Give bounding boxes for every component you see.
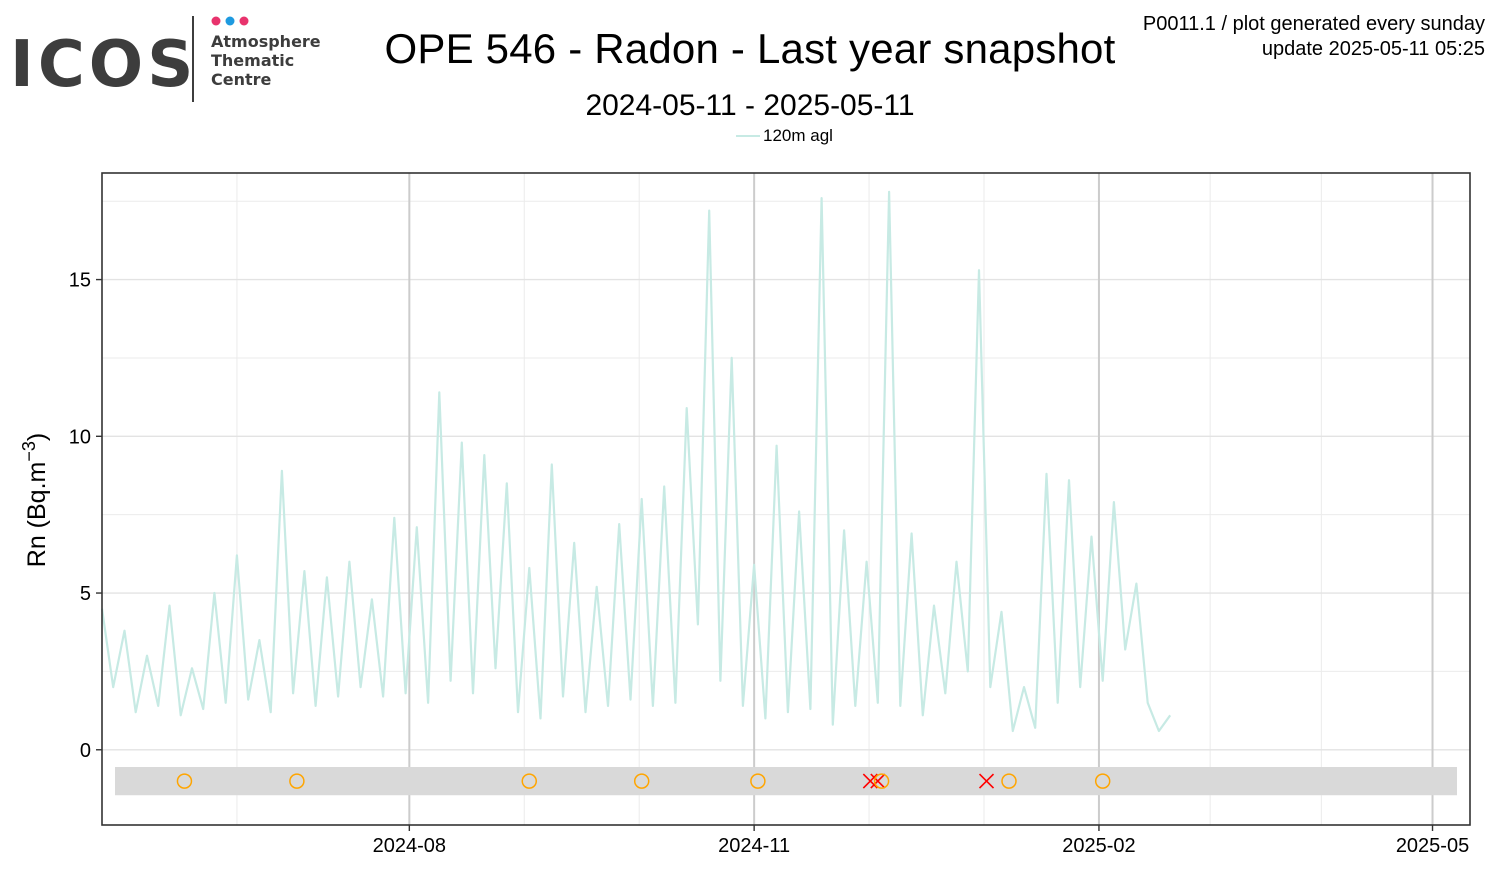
- legend-label: 120m agl: [763, 126, 833, 145]
- meta-line-2: update 2025-05-11 05:25: [1261, 38, 1485, 60]
- y-tick-label: 10: [69, 426, 91, 448]
- icos-logo-wordmark: ICOS: [10, 28, 197, 102]
- y-tick-label: 15: [69, 270, 91, 292]
- series-line-120m-agl: [100, 190, 1172, 733]
- y-tick-label: 0: [80, 740, 91, 762]
- flag-circle: [289, 773, 305, 789]
- y-axis-title: Rn (Bq.m−3): [19, 433, 51, 567]
- flag-circle: [633, 773, 650, 789]
- chart-subtitle: 2024-05-11 - 2025-05-11: [585, 89, 915, 122]
- logo-dot-3: [239, 16, 249, 26]
- flag-circle: [750, 773, 766, 789]
- meta-line-1: P0011.1 / plot generated every sunday: [1142, 13, 1485, 35]
- plot-meta: P0011.1 / plot generated every sunday up…: [1143, 12, 1485, 62]
- logo-dot-1: [211, 16, 221, 26]
- x-tick-label: 2024-11: [718, 835, 790, 857]
- flag-circle: [873, 773, 890, 789]
- flag-circle: [176, 773, 193, 789]
- x-tick-label: 2025-02: [1062, 835, 1135, 857]
- icos-logo: ICOS Atmosphere Thematic Centre: [10, 16, 321, 102]
- chart-title: OPE 546 - Radon - Last year snapshot: [384, 25, 1116, 72]
- x-tick-label: 2024-08: [373, 835, 446, 857]
- logo-line-3: Centre: [211, 70, 272, 89]
- logo-line-1: Atmosphere: [211, 32, 321, 51]
- flag-cross: [978, 773, 995, 789]
- logo-dot-2: [225, 16, 235, 26]
- legend-swatch: [736, 135, 760, 137]
- plot-border: [101, 172, 1471, 826]
- legend: 120m agl: [736, 125, 833, 147]
- flag-cross: [862, 773, 878, 789]
- flag-circle: [521, 773, 538, 789]
- logo-line-2: Thematic: [211, 51, 294, 70]
- flag-circle: [1094, 773, 1111, 789]
- flag-cross: [870, 773, 886, 789]
- flag-band: [115, 767, 1457, 796]
- x-tick-label: 2025-05: [1396, 835, 1469, 857]
- flag-circle: [1001, 773, 1017, 789]
- y-tick-label: 5: [80, 583, 91, 605]
